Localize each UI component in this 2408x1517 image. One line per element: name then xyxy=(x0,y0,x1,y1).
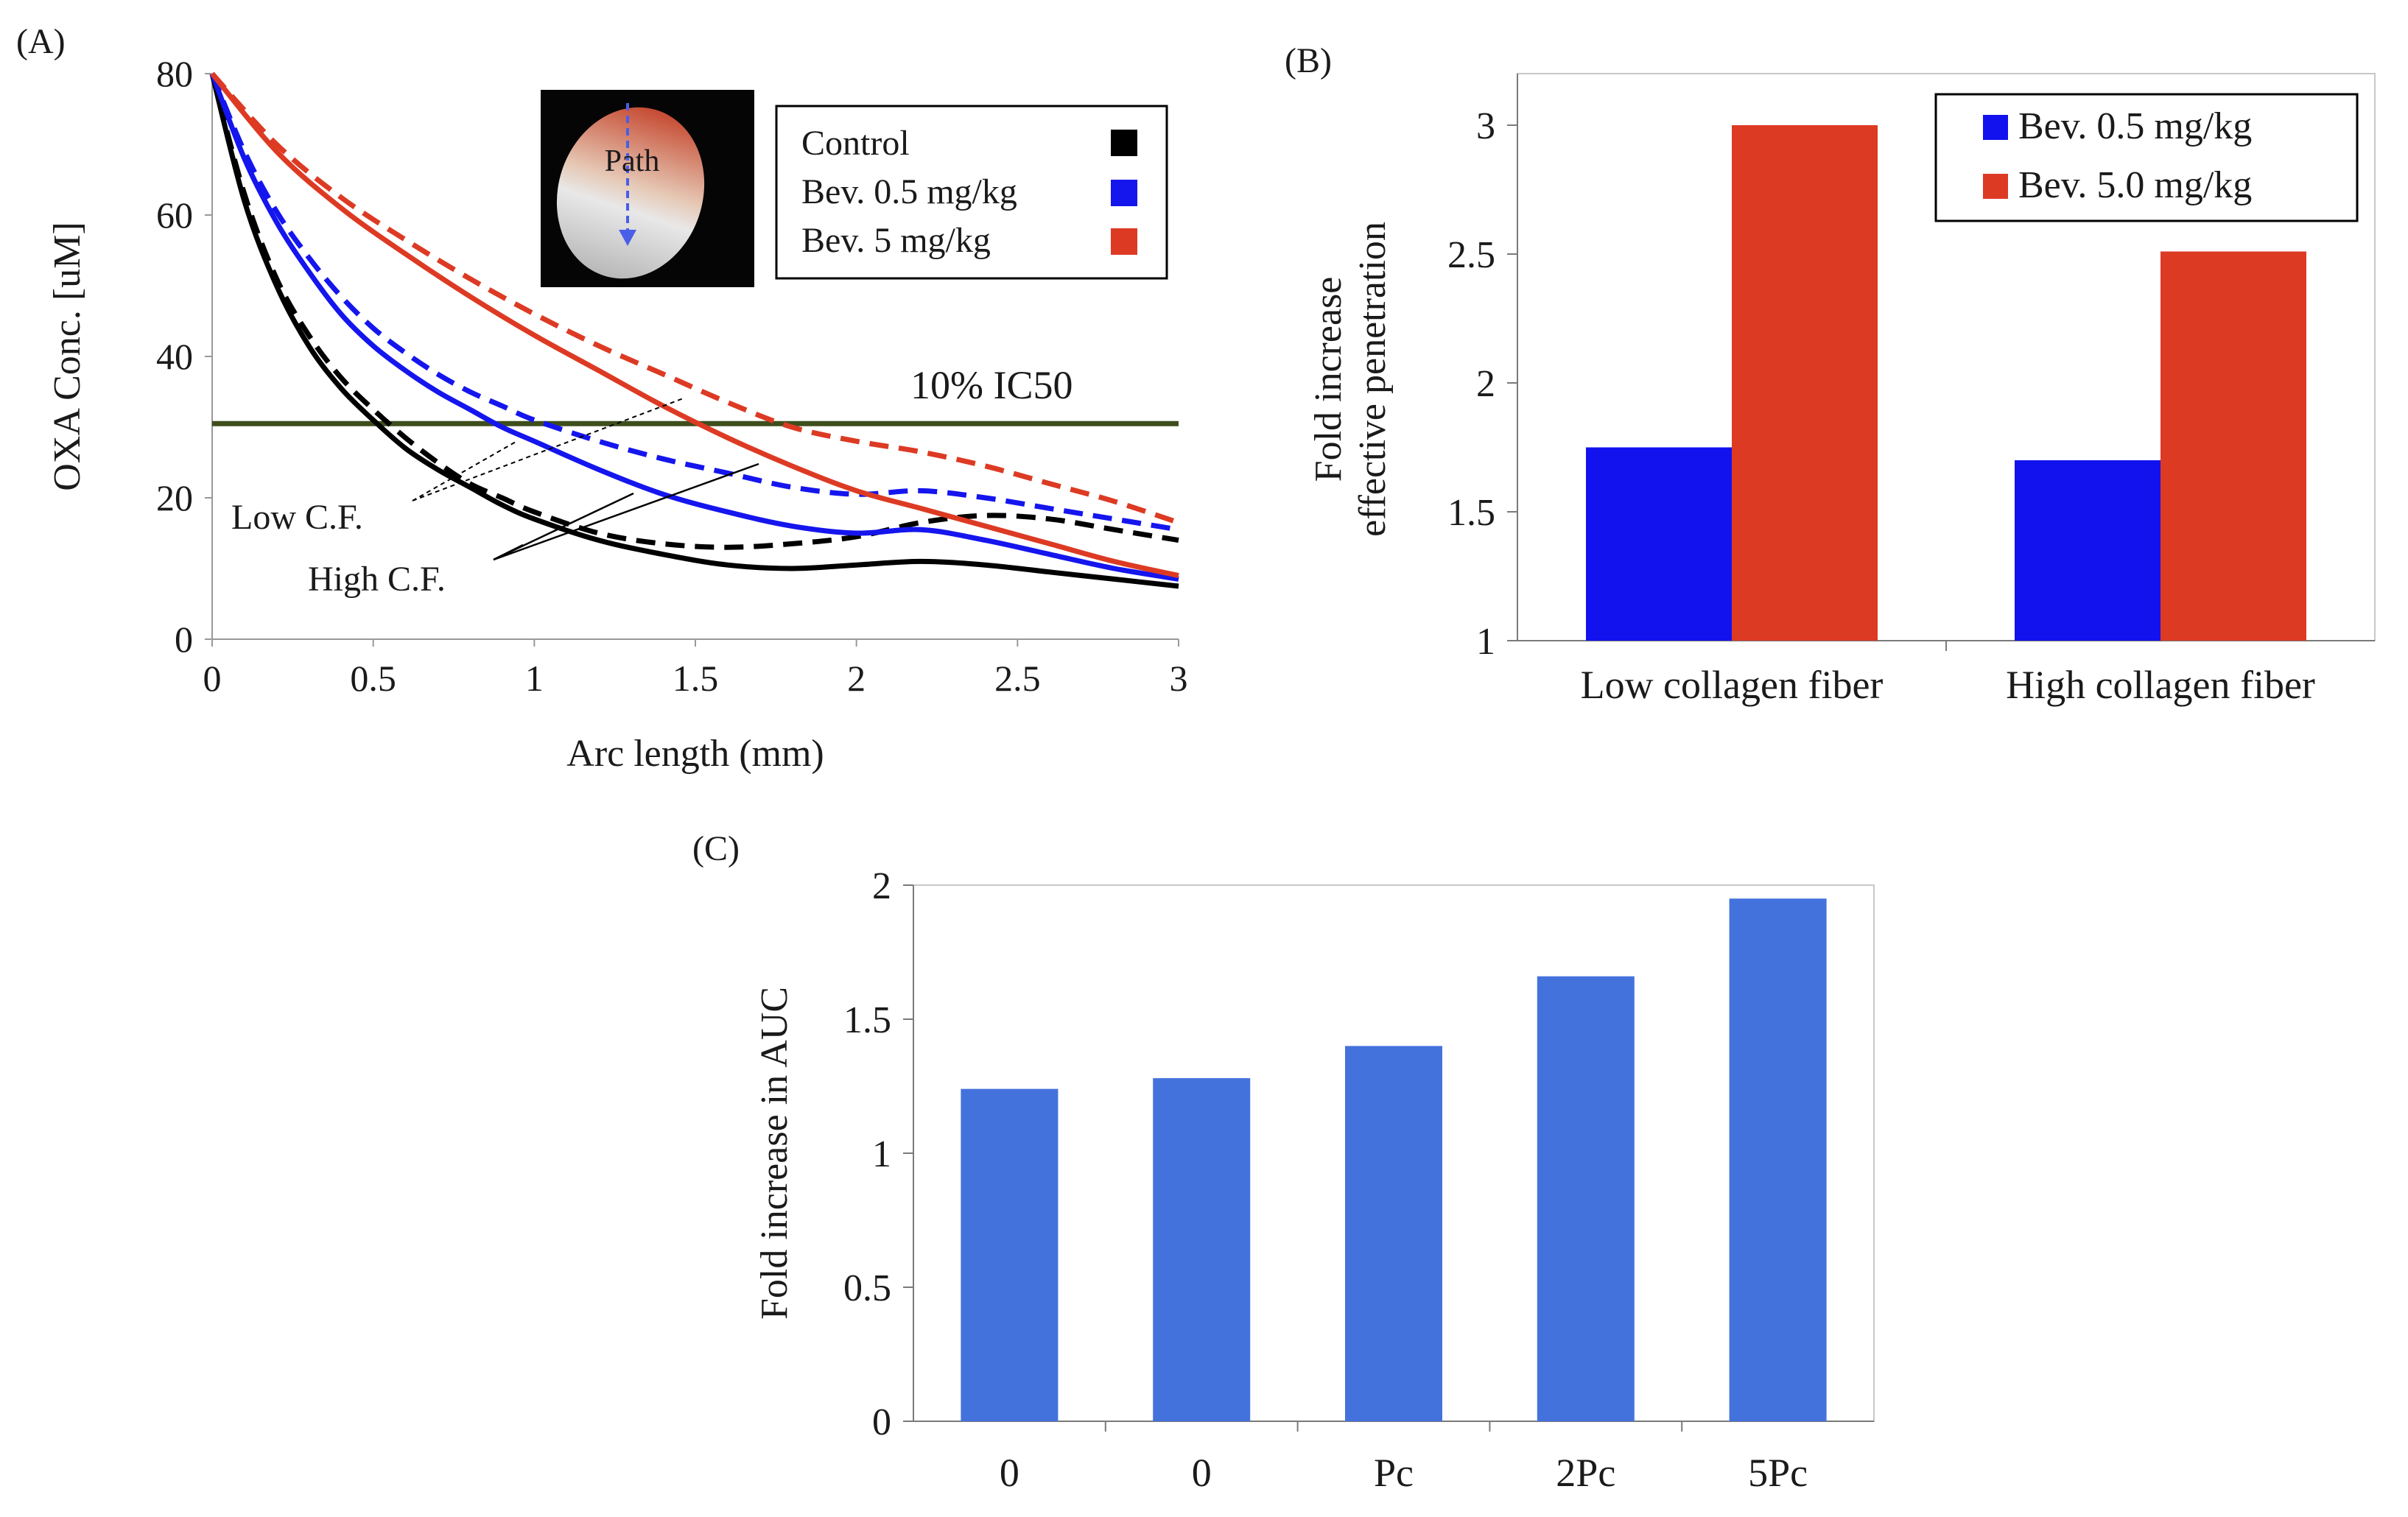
panel-c-y-tick-label: 2 xyxy=(872,865,891,907)
bar-auc-1-0 xyxy=(961,1088,1059,1421)
series-line-bev-0-5-mg-kg-low-c-f xyxy=(209,72,1179,532)
panel-a-x-tick-label: 0.5 xyxy=(350,658,396,699)
panel-b-bars xyxy=(1586,125,2306,641)
panel-a-y-tick-label: 80 xyxy=(156,53,193,94)
panel-a-x-tick-label: 2.5 xyxy=(994,658,1041,699)
threshold-label: 10% IC50 xyxy=(910,363,1073,407)
panel-b-y-tick-label: 2.5 xyxy=(1447,234,1495,276)
legend-bev-0-5-swatch xyxy=(1111,180,1137,206)
bar-auc-3-pc xyxy=(1345,1046,1442,1421)
panel-a-x-tick-label: 1.5 xyxy=(673,658,719,699)
bar-high-collagen-fiber-bev-5-0-mg-kg xyxy=(2160,251,2306,641)
panel-b-y-label-line-1: Fold increase xyxy=(1307,277,1349,482)
panel-a-legend: Control Bev. 0.5 mg/kg Bev. 5 mg/kg xyxy=(775,105,1168,280)
series-line-control-low-c-f xyxy=(209,73,1179,550)
panel-b-y-label-line-2: effective penetration xyxy=(1352,222,1394,537)
panel-b-y-tick-label: 1 xyxy=(1476,621,1495,663)
bar-auc-5-5pc xyxy=(1729,898,1827,1421)
panel-c-category-label: Pc xyxy=(1374,1451,1414,1495)
panel-c-y-tick-label: 1 xyxy=(872,1133,891,1175)
panel-a-x-tick-label: 1 xyxy=(525,658,544,699)
legend-bev-0-5-label: Bev. 0.5 mg/kg xyxy=(801,172,1017,211)
panel-b-y-tick-label: 2 xyxy=(1476,363,1495,405)
panel-b-label: (B) xyxy=(1285,41,1332,80)
panel-a: (A) 0 0.5 1 1.5 2 2.5 3 0 20 40 60 80 Arc length (m… xyxy=(16,22,1188,775)
panel-a-x-tick-label: 0 xyxy=(203,658,222,699)
panel-c-y-tick-label: 0.5 xyxy=(843,1267,891,1309)
legend-bev-5-swatch xyxy=(1111,228,1137,255)
panel-a-y-tick-label: 40 xyxy=(156,336,193,377)
panel-c-y-label: Fold increase in AUC xyxy=(754,987,796,1320)
series-line-bev-5-mg-kg-low-c-f xyxy=(210,71,1180,525)
low-cf-annotation: Low C.F. xyxy=(231,498,363,537)
panel-b-category-label: High collagen fiber xyxy=(2006,663,2315,707)
panel-a-x-tick-label: 2 xyxy=(847,658,866,699)
panel-a-label: (A) xyxy=(16,22,66,61)
bar-auc-4-2pc xyxy=(1537,976,1635,1421)
panel-c-category-label: 0 xyxy=(1000,1451,1019,1495)
bar-auc-2-0 xyxy=(1153,1078,1251,1421)
legend-bev-5-label: Bev. 5 mg/kg xyxy=(801,221,991,260)
panel-b-y-tick-label: 3 xyxy=(1476,105,1495,147)
panel-b-category-label: Low collagen fiber xyxy=(1581,663,1884,707)
series-line-bev-0-5-mg-kg-high-c-f xyxy=(209,72,1179,582)
panel-c-label: (C) xyxy=(692,829,740,868)
tumor-inset-image: Path xyxy=(541,90,754,287)
panel-c-ticks: 0 0.5 1 1.5 2 0 0 Pc 2Pc 5Pc xyxy=(843,865,1808,1495)
panel-c-y-tick-label: 0 xyxy=(872,1401,891,1443)
bar-low-collagen-fiber-bev-0-5-mg-kg xyxy=(1586,447,1732,641)
panel-c-category-label: 0 xyxy=(1192,1451,1212,1495)
panel-a-series xyxy=(209,71,1180,589)
path-label: Path xyxy=(605,144,660,178)
panel-b: (B) 1 1.5 2 2.5 3 Low collagen fiber High coll… xyxy=(1285,41,2376,707)
panel-c-y-tick-label: 1.5 xyxy=(843,999,891,1041)
bar-high-collagen-fiber-bev-0-5-mg-kg xyxy=(2015,460,2160,641)
bar-low-collagen-fiber-bev-5-0-mg-kg xyxy=(1732,125,1878,641)
panel-a-x-label: Arc length (mm) xyxy=(566,733,824,775)
panel-c-bars xyxy=(961,898,1827,1421)
panel-a-y-tick-label: 60 xyxy=(156,194,193,236)
series-line-bev-5-mg-kg-high-c-f xyxy=(210,71,1179,579)
panel-b-ticks: 1 1.5 2 2.5 3 Low collagen fiber High collagen… xyxy=(1447,105,2315,707)
panel-a-annotations: Low C.F. High C.F. xyxy=(231,397,759,599)
panel-a-x-tick-label: 3 xyxy=(1170,658,1188,699)
panel-b-y-tick-label: 1.5 xyxy=(1447,492,1495,534)
panel-a-ticks: 0 0.5 1 1.5 2 2.5 3 0 20 40 60 80 xyxy=(156,53,1188,699)
legend-bev-5-0-label: Bev. 5.0 mg/kg xyxy=(2018,164,2252,206)
panel-c-category-label: 2Pc xyxy=(1556,1451,1615,1495)
panel-c-category-label: 5Pc xyxy=(1748,1451,1808,1495)
legend-bev-5-0-swatch xyxy=(1983,174,2008,199)
panel-c: (C) 0 0.5 1 1.5 2 0 0 Pc 2Pc 5Pc Fold increase in… xyxy=(692,829,1875,1495)
legend-control-label: Control xyxy=(801,124,910,163)
panel-a-y-tick-label: 0 xyxy=(175,619,193,660)
panel-a-y-label: OXA Conc. [uM] xyxy=(46,222,88,490)
legend-bev-0-5-swatch xyxy=(1983,115,2008,140)
legend-bev-0-5-label: Bev. 0.5 mg/kg xyxy=(2018,105,2252,147)
panel-a-y-tick-label: 20 xyxy=(156,477,193,518)
series-line-control-high-c-f xyxy=(209,73,1179,589)
legend-control-swatch xyxy=(1111,130,1137,156)
panel-b-legend: Bev. 0.5 mg/kg Bev. 5.0 mg/kg xyxy=(1934,93,2359,222)
high-cf-annotation: High C.F. xyxy=(308,560,446,599)
